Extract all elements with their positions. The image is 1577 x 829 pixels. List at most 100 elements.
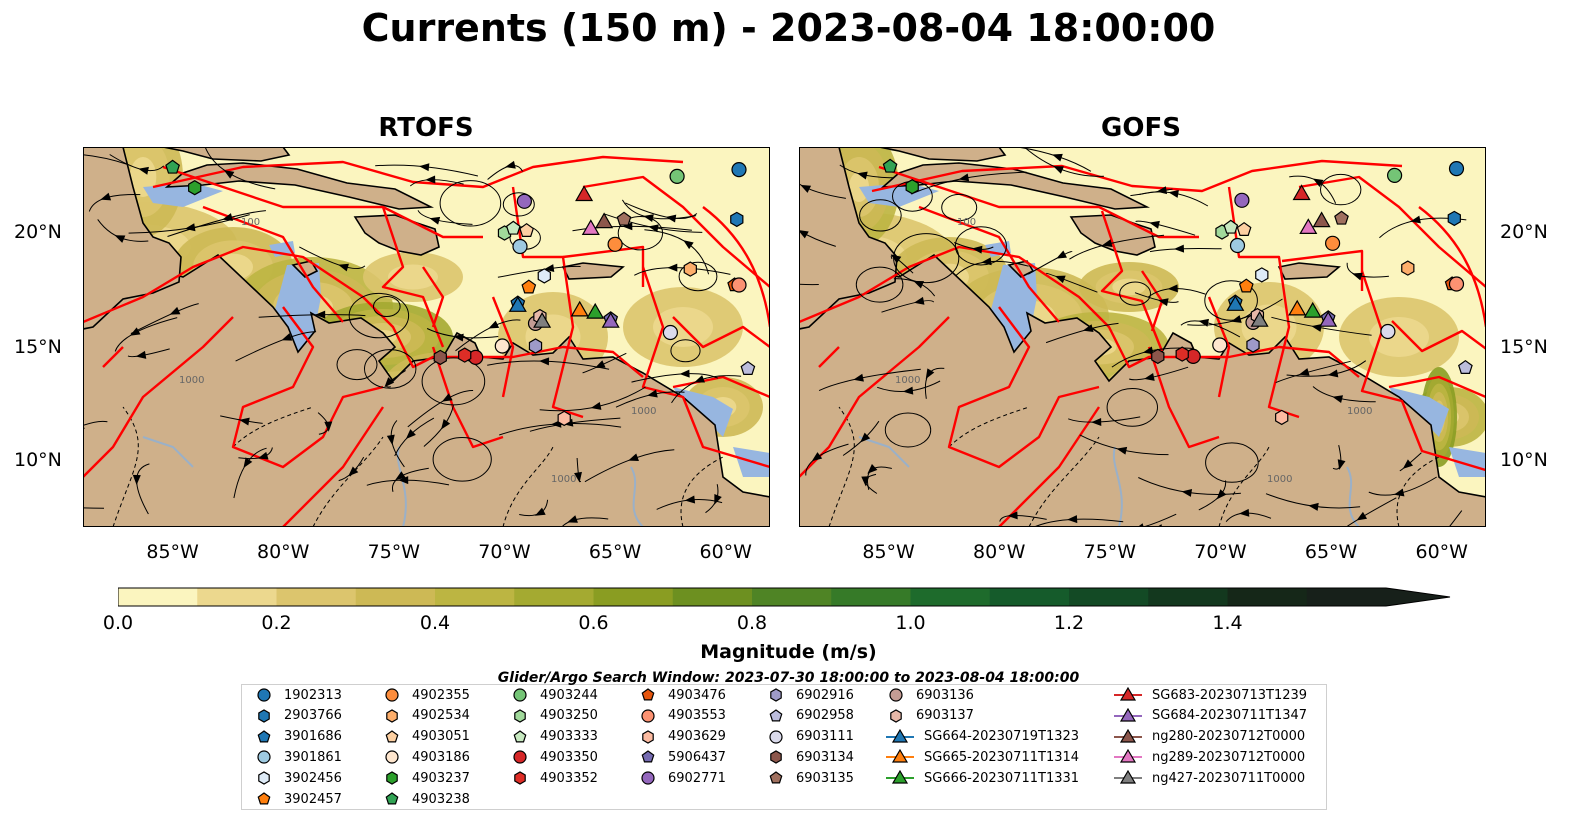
- colorbar-swatch: [276, 588, 357, 606]
- marker-4903352[interactable]: [1175, 346, 1189, 362]
- marker-4903629[interactable]: [1275, 409, 1289, 426]
- marker-ng427-20230711T0000[interactable]: [533, 311, 552, 328]
- marker-4903553[interactable]: [1448, 276, 1465, 292]
- marker-4902355[interactable]: [1324, 235, 1341, 251]
- marker-SG664-20230719T1323[interactable]: [1226, 295, 1245, 311]
- legend: 1902313 2903766 3901686 3901861 3902456 39024…: [241, 684, 1327, 810]
- marker-SG684-20230711T1347[interactable]: [1319, 310, 1338, 327]
- eddy-streamline: [439, 180, 502, 227]
- flow-arrow: [1308, 502, 1319, 511]
- marker-6902771[interactable]: [516, 193, 532, 209]
- legend-marker-icon: [258, 709, 270, 723]
- marker-SG664-20230719T1323[interactable]: [508, 296, 527, 312]
- marker-4903333[interactable]: [1223, 219, 1239, 234]
- marker-1902313[interactable]: [1448, 161, 1465, 177]
- marker-SG665-20230711T1314[interactable]: [570, 300, 589, 317]
- marker-3902457[interactable]: [521, 279, 537, 294]
- marker-SG666-20230711T1331[interactable]: [586, 302, 605, 319]
- marker-3902457[interactable]: [1238, 278, 1254, 293]
- eez-line: [878, 165, 1199, 239]
- marker-4903237[interactable]: [188, 180, 202, 196]
- marker-6902916[interactable]: [1246, 337, 1260, 353]
- flow-arrow: [1167, 284, 1178, 293]
- legend-item: 3902457: [254, 789, 342, 809]
- flow-arrow: [135, 350, 147, 359]
- marker-4903238[interactable]: [165, 159, 180, 174]
- marker-4903238[interactable]: [882, 158, 898, 173]
- legend-marker-icon: [513, 750, 527, 764]
- legend-label: 6903134: [796, 749, 854, 765]
- legend-label: SG665-20230711T1314: [924, 749, 1080, 765]
- eez-line: [1360, 270, 1486, 472]
- marker-SG683-20230713T1239[interactable]: [575, 185, 594, 202]
- marker-4903553[interactable]: [731, 277, 747, 293]
- marker-3902456[interactable]: [1255, 267, 1269, 283]
- legend-label: 3901686: [284, 729, 342, 745]
- border: [112, 406, 139, 527]
- legend-marker-icon: [385, 792, 399, 805]
- map-panel-rtofs[interactable]: 1000 1000 100 1000: [83, 147, 770, 527]
- depth-contour-label: 100: [241, 217, 260, 228]
- flow-arrow: [338, 263, 349, 272]
- marker-6903135[interactable]: [616, 211, 632, 226]
- marker-4902534[interactable]: [683, 261, 697, 277]
- marker-SG665-20230711T1314[interactable]: [1288, 299, 1307, 316]
- map-panel-gofs[interactable]: 1000 1000 100 1000: [799, 147, 1486, 527]
- marker-6903134[interactable]: [1151, 348, 1165, 365]
- marker-6903111[interactable]: [1380, 323, 1396, 340]
- flow-arrow: [1356, 511, 1368, 521]
- marker-2903766[interactable]: [1447, 210, 1461, 227]
- marker-6903134[interactable]: [433, 349, 447, 366]
- marker-ng280-20230712T0000[interactable]: [595, 212, 614, 229]
- flow-arrow: [405, 429, 416, 439]
- marker-SG684-20230711T1347[interactable]: [601, 311, 620, 328]
- marker-3902456[interactable]: [537, 268, 551, 284]
- eez-line: [491, 296, 515, 398]
- marker-4903186[interactable]: [1212, 337, 1228, 353]
- y-tick-label-left: 20°N: [14, 221, 62, 243]
- marker-SG666-20230711T1331[interactable]: [1303, 301, 1322, 318]
- legend-marker-icon: [513, 688, 527, 702]
- marker-6902771[interactable]: [1234, 192, 1250, 208]
- flow-arrow: [867, 463, 878, 474]
- marker-6903135[interactable]: [1334, 210, 1349, 225]
- x-tick-label-rtofs: 80°W: [257, 541, 310, 563]
- marker-1902313[interactable]: [731, 162, 747, 178]
- marker-ng289-20230712T0000[interactable]: [581, 219, 600, 236]
- marker-3901861[interactable]: [1229, 237, 1246, 254]
- marker-4903051[interactable]: [519, 222, 534, 237]
- marker-2903766[interactable]: [730, 211, 744, 228]
- eez-line: [871, 159, 1403, 193]
- legend-item: ng289-20230712T0000: [1114, 747, 1305, 767]
- x-tick-label-gofs: 80°W: [973, 541, 1026, 563]
- marker-6902958[interactable]: [740, 360, 756, 375]
- marker-4903629[interactable]: [557, 410, 571, 427]
- marker-4902534[interactable]: [1401, 260, 1415, 276]
- legend-marker-icon: [769, 729, 783, 744]
- flow-arrow: [1402, 459, 1414, 469]
- marker-6902916[interactable]: [528, 338, 543, 354]
- marker-SG683-20230713T1239[interactable]: [1292, 184, 1311, 201]
- marker-6903111[interactable]: [662, 324, 679, 341]
- flow-arrow: [419, 163, 430, 172]
- marker-4903352[interactable]: [458, 347, 472, 363]
- marker-ng427-20230711T0000[interactable]: [1250, 310, 1269, 327]
- legend-label: 6902771: [668, 770, 726, 786]
- marker-3901861[interactable]: [512, 238, 528, 255]
- marker-ng280-20230712T0000[interactable]: [1312, 211, 1331, 228]
- legend-marker-icon: [258, 771, 270, 785]
- eez-line: [1388, 375, 1486, 399]
- marker-4902355[interactable]: [607, 236, 623, 252]
- marker-4903237[interactable]: [905, 179, 919, 195]
- colorbar-extend-arrow: [1386, 588, 1450, 606]
- marker-4903244[interactable]: [1386, 167, 1403, 183]
- marker-4903186[interactable]: [494, 338, 510, 354]
- marker-6902958[interactable]: [1458, 359, 1473, 374]
- marker-4903244[interactable]: [669, 168, 685, 184]
- flow-arrow: [811, 452, 823, 462]
- marker-4903051[interactable]: [1236, 221, 1252, 236]
- depth-contour-label: 1000: [631, 406, 656, 417]
- marker-ng289-20230712T0000[interactable]: [1299, 218, 1318, 235]
- legend-label: SG664-20230719T1323: [924, 729, 1080, 745]
- marker-4903333[interactable]: [505, 220, 521, 235]
